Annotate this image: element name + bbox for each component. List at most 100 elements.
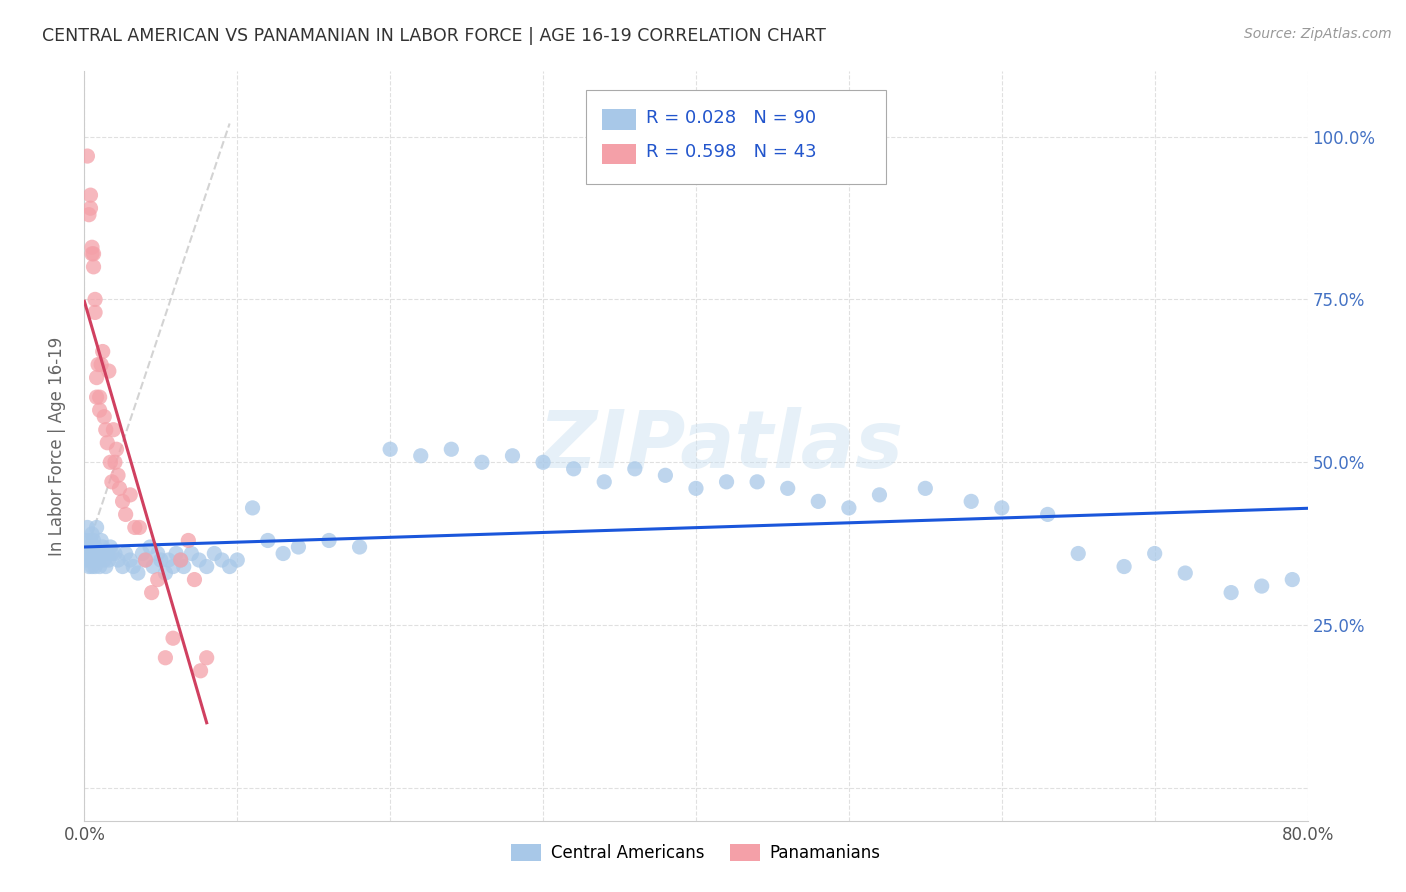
Point [128,520,150,534]
Point [180,547,202,561]
Point [562,462,585,476]
Point [183,573,205,587]
Point [271,547,294,561]
Point [107,468,129,483]
Point [76,520,98,534]
Point [104,547,127,561]
Point [1174,566,1197,580]
Point [318,533,340,548]
Point [139,540,162,554]
Point [89,403,111,417]
Point [107,553,129,567]
Point [104,455,127,469]
Point [747,475,769,489]
Point [242,500,264,515]
Point [716,475,738,489]
Point [440,442,463,457]
Text: CENTRAL AMERICAN VS PANAMANIAN IN LABOR FORCE | AGE 16-19 CORRELATION CHART: CENTRAL AMERICAN VS PANAMANIAN IN LABOR … [42,27,827,45]
Point [624,462,647,476]
Point [170,553,193,567]
Point [87,553,110,567]
Point [195,559,218,574]
Point [177,533,200,548]
Point [84,293,107,307]
Point [1250,579,1272,593]
Point [80,547,103,561]
Point [84,540,107,554]
Point [202,547,225,561]
Point [124,520,146,534]
Point [97,553,120,567]
Point [142,559,165,574]
Point [105,442,128,457]
Point [135,553,157,567]
Point [98,540,121,554]
Point [86,370,108,384]
Text: R = 0.598   N = 43: R = 0.598 N = 43 [645,144,817,161]
Point [190,664,212,678]
Point [77,540,100,554]
Point [97,364,120,378]
Point [162,631,184,645]
Point [79,188,101,202]
Point [89,547,111,561]
Point [131,547,153,561]
Point [409,449,432,463]
Point [157,553,180,567]
Point [127,566,149,580]
Point [1036,508,1059,522]
Point [108,481,131,495]
Point [87,358,110,372]
Point [103,423,125,437]
Point [531,455,554,469]
Point [173,559,195,574]
Point [96,547,118,561]
Point [120,553,142,567]
Point [471,455,494,469]
Point [101,475,124,489]
Point [76,547,98,561]
Point [79,533,101,548]
Point [91,540,114,554]
Point [1114,559,1136,574]
Point [84,305,107,319]
Point [914,481,936,495]
Point [380,442,402,457]
Point [111,494,134,508]
Point [211,553,233,567]
Point [89,390,111,404]
Point [991,500,1014,515]
Point [122,559,145,574]
FancyBboxPatch shape [602,110,636,130]
Point [146,573,169,587]
Point [170,553,193,567]
Point [114,508,136,522]
Y-axis label: In Labor Force | Age 16-19: In Labor Force | Age 16-19 [48,336,66,556]
Point [226,553,249,567]
Point [94,423,117,437]
Point [80,240,103,254]
Point [165,547,187,561]
Point [79,553,101,567]
Point [155,650,177,665]
Legend: Central Americans, Panamanians: Central Americans, Panamanians [505,837,887,869]
Point [685,481,707,495]
Point [807,494,830,508]
Point [114,547,136,561]
Point [77,559,100,574]
Point [149,553,172,567]
Point [75,533,97,548]
Point [80,527,103,541]
Point [776,481,799,495]
Point [80,540,103,554]
FancyBboxPatch shape [602,144,636,164]
Point [1143,547,1166,561]
Point [83,260,105,274]
Point [76,149,98,163]
Point [162,559,184,574]
Point [98,455,121,469]
Point [91,344,114,359]
Point [155,566,177,580]
Point [593,475,616,489]
Text: R = 0.028   N = 90: R = 0.028 N = 90 [645,109,815,127]
